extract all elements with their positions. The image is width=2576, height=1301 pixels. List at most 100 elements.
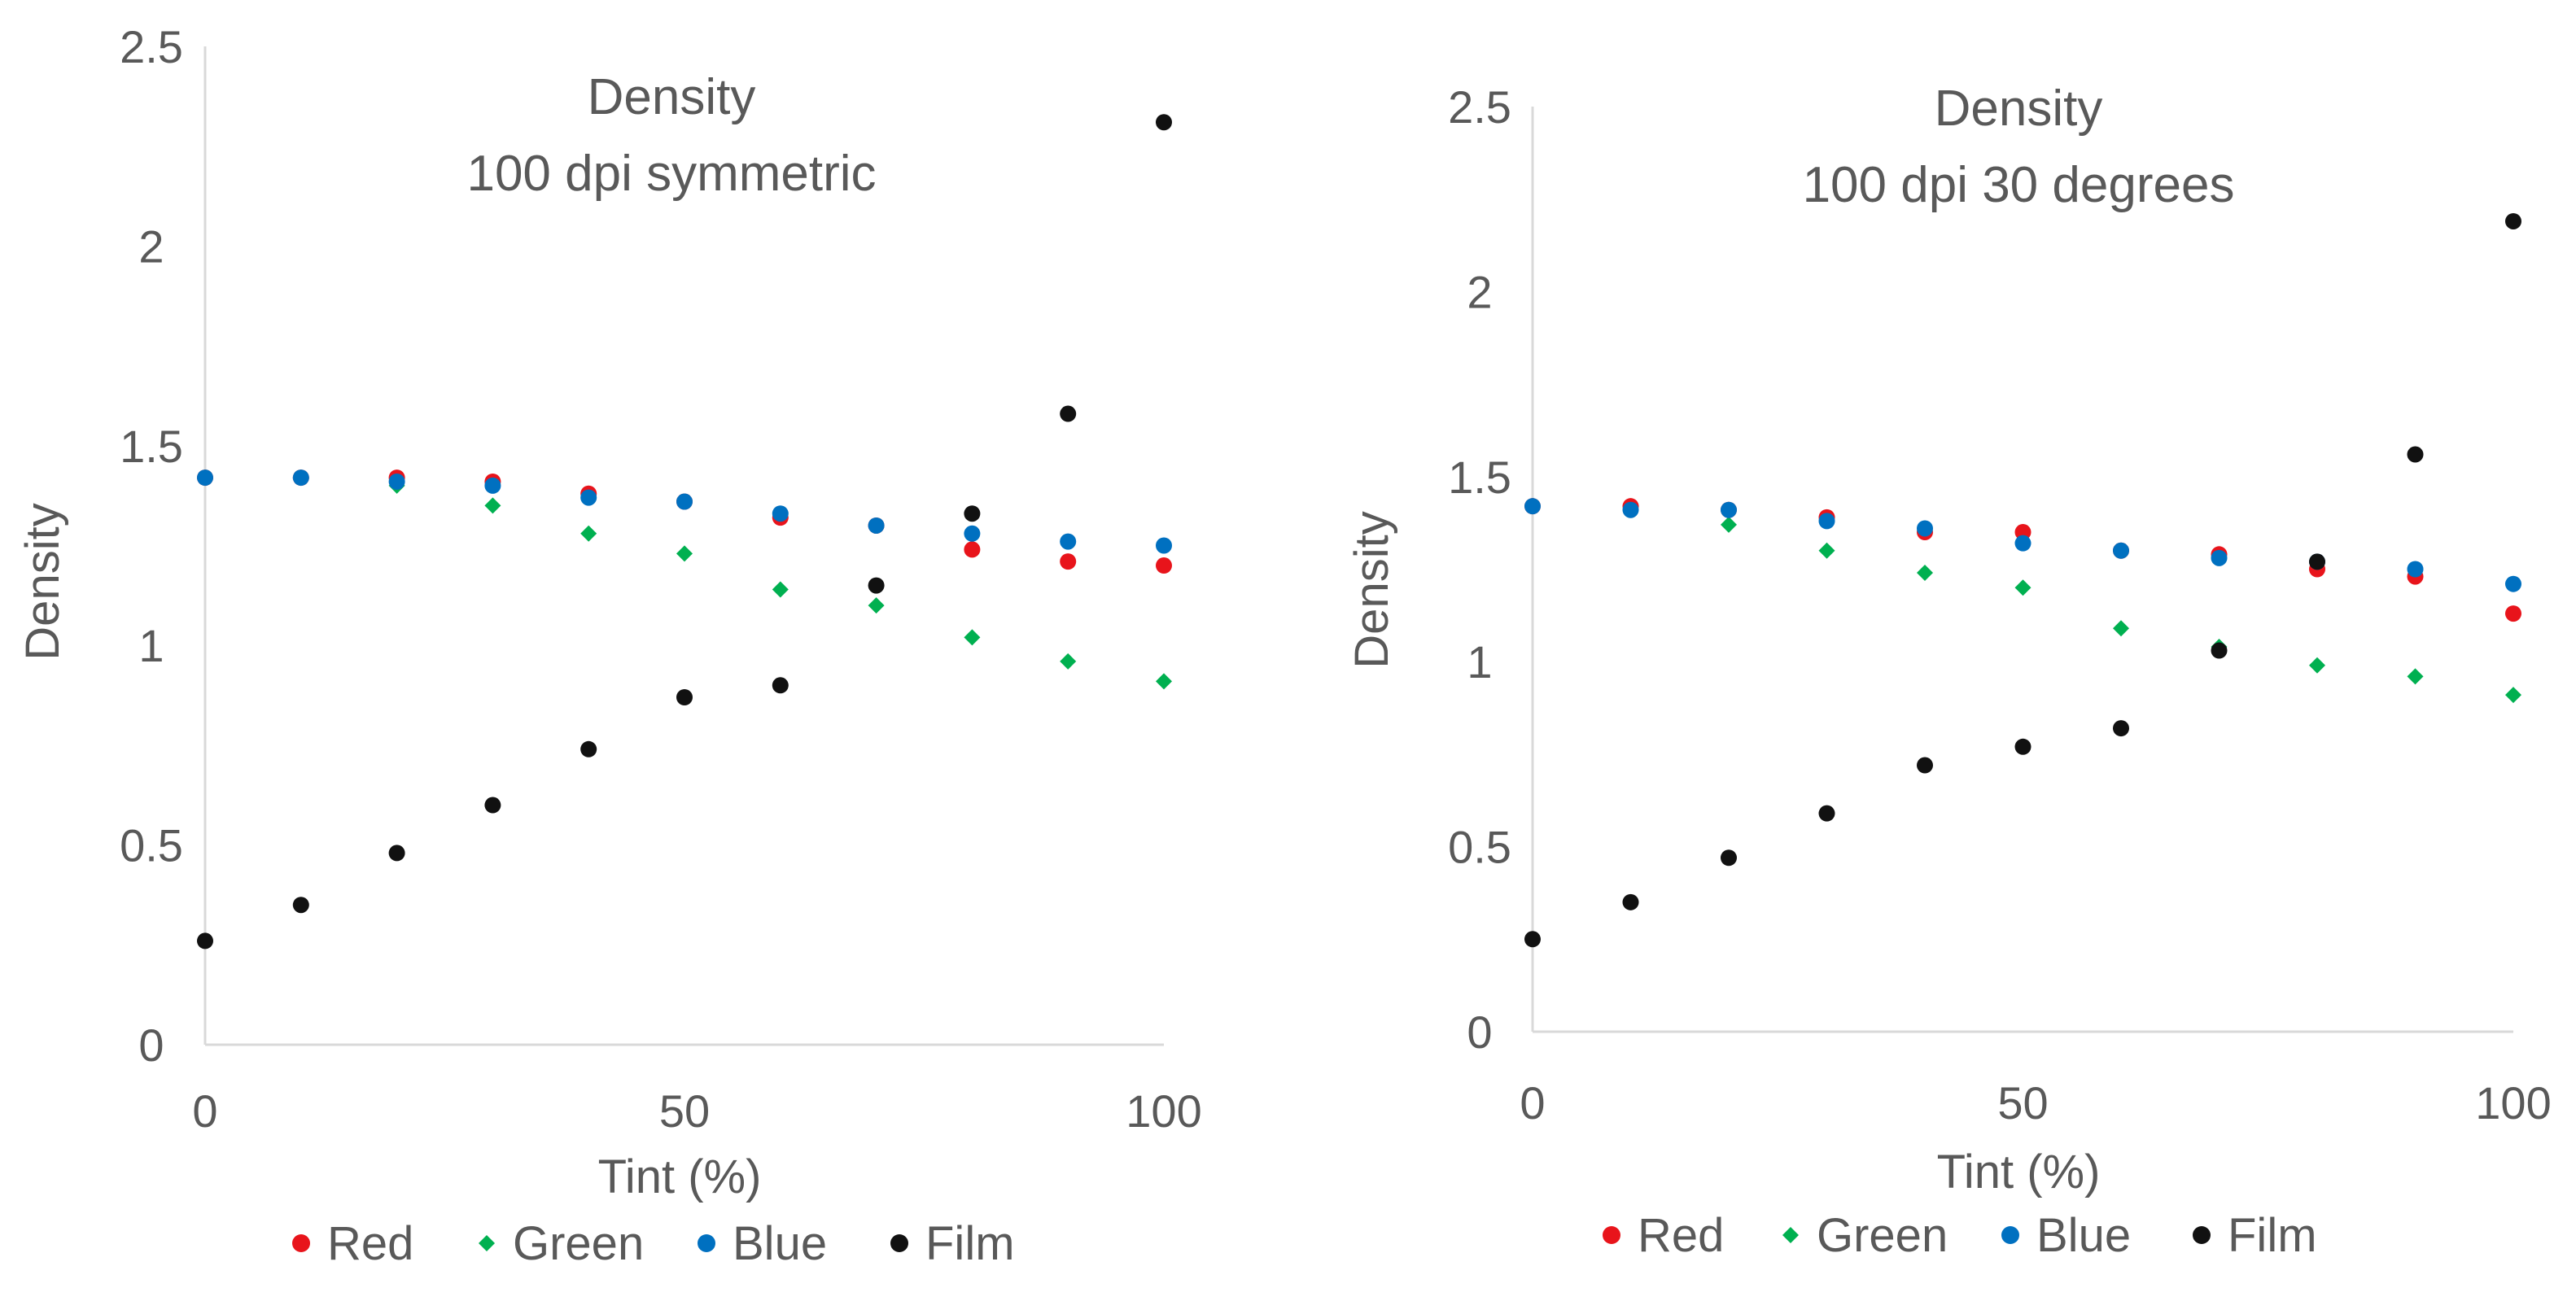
x-axis-label: Tint (%)	[598, 1150, 762, 1203]
x-tick-label: 100	[1126, 1085, 1201, 1137]
point-red	[964, 541, 981, 558]
point-blue	[484, 477, 501, 494]
chart-title-line1: Density	[588, 69, 756, 125]
chart-density-30-degrees: Density 100 dpi 30 degrees 00.511.522.5 …	[1345, 81, 2552, 1262]
point-blue	[1156, 537, 1172, 554]
legend: Red Green Blue Film	[292, 1217, 1015, 1270]
point-blue	[2014, 535, 2031, 552]
y-tick-label: 0.5	[120, 820, 183, 871]
x-tick-label: 100	[2475, 1077, 2551, 1129]
point-film	[580, 740, 597, 757]
point-green	[1917, 565, 1933, 582]
point-film	[1060, 405, 1077, 422]
x-axis-label: Tint (%)	[1937, 1146, 2101, 1198]
legend-marker-blue	[2001, 1226, 2019, 1244]
x-tick-label: 50	[659, 1085, 710, 1137]
legend-label-green: Green	[1817, 1209, 1948, 1262]
point-green	[1818, 542, 1835, 559]
point-green	[2505, 687, 2521, 704]
y-tick-label: 1	[1467, 636, 1492, 688]
legend-marker-film	[890, 1234, 908, 1252]
point-film	[964, 505, 981, 522]
y-tick-label: 2	[138, 220, 164, 272]
point-blue	[388, 473, 405, 490]
x-tick-labels: 0 50 100	[1520, 1077, 2551, 1129]
point-film	[1524, 931, 1541, 948]
y-tick-label: 1.5	[120, 421, 183, 472]
y-tick-labels: 0 0.5 1 1.5 2 2.5	[120, 21, 183, 1071]
chart-density-symmetric: Density 100 dpi symmetric 0 0.5 1 1.5 2 2.5 0…	[16, 21, 1202, 1270]
chart-title-line2: 100 dpi 30 degrees	[1803, 157, 2235, 213]
point-green	[676, 545, 693, 562]
legend-label-red: Red	[327, 1217, 413, 1270]
point-blue	[2211, 549, 2228, 566]
point-film	[1156, 114, 1172, 131]
legend-marker-film	[2193, 1226, 2211, 1244]
point-film	[484, 797, 501, 814]
point-blue	[580, 489, 597, 506]
point-blue	[197, 469, 213, 487]
point-blue	[772, 505, 789, 522]
point-red	[1156, 557, 1172, 574]
point-film	[292, 897, 309, 914]
point-blue	[1622, 501, 1639, 518]
point-red	[1060, 553, 1077, 570]
point-green	[2014, 579, 2031, 596]
point-film	[1721, 849, 1737, 867]
point-film	[1917, 757, 1933, 774]
legend: Red Green Blue Film	[1603, 1209, 2317, 1262]
point-blue	[868, 517, 885, 534]
legend-marker-green	[479, 1235, 495, 1251]
legend-marker-red	[1603, 1226, 1620, 1244]
x-tick-label: 0	[192, 1085, 217, 1137]
legend-label-film: Film	[2228, 1209, 2317, 1262]
point-blue	[1524, 498, 1541, 515]
point-film	[1818, 805, 1835, 822]
point-film	[2211, 642, 2228, 659]
x-tick-labels: 0 50 100	[192, 1085, 1201, 1137]
legend-marker-green	[1782, 1227, 1799, 1243]
point-green	[580, 525, 597, 542]
point-green	[2309, 657, 2325, 674]
point-film	[2309, 553, 2325, 570]
y-tick-label: 2.5	[1448, 81, 1511, 133]
x-tick-label: 50	[1997, 1077, 2048, 1129]
y-tick-label: 0	[1467, 1006, 1492, 1058]
legend-marker-blue	[698, 1234, 715, 1252]
point-blue	[1060, 533, 1077, 550]
y-tick-label: 0.5	[1448, 822, 1511, 873]
y-axis-label: Density	[1345, 511, 1398, 668]
point-blue	[2505, 575, 2521, 592]
point-green	[964, 629, 981, 646]
chart-title-line1: Density	[1935, 81, 2103, 137]
point-film	[2407, 446, 2424, 463]
point-film	[197, 932, 213, 950]
legend-label-blue: Blue	[733, 1217, 827, 1270]
point-green	[1060, 653, 1077, 670]
point-film	[2014, 738, 2031, 755]
legend-label-green: Green	[513, 1217, 644, 1270]
legend-label-blue: Blue	[2036, 1209, 2131, 1262]
y-tick-label: 1	[138, 620, 164, 671]
y-tick-label: 1.5	[1448, 452, 1511, 503]
point-blue	[1917, 520, 1933, 537]
point-green	[868, 597, 885, 614]
point-green	[2113, 620, 2129, 637]
point-film	[2505, 212, 2521, 229]
legend-label-red: Red	[1638, 1209, 1724, 1262]
point-film	[2113, 720, 2129, 737]
data-points	[197, 114, 1172, 950]
point-red	[2505, 605, 2521, 622]
point-film	[868, 577, 885, 594]
point-film	[676, 689, 693, 706]
point-green	[2407, 668, 2424, 685]
data-points	[1524, 212, 2521, 948]
point-blue	[676, 493, 693, 510]
y-axis-label: Density	[16, 503, 69, 660]
point-film	[388, 845, 405, 862]
x-tick-label: 0	[1520, 1077, 1545, 1129]
y-tick-labels: 0 0.5 1 1.5 2 2.5	[1448, 81, 1511, 1058]
point-green	[1156, 673, 1172, 690]
point-film	[1622, 893, 1639, 910]
